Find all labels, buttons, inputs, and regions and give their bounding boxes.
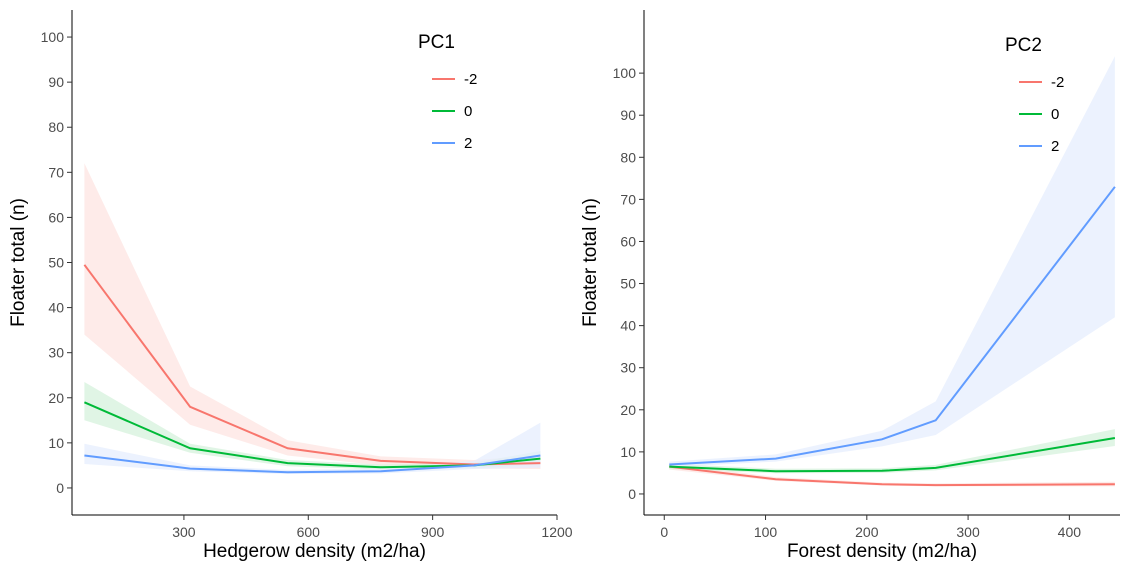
y-tick-label: 0 bbox=[628, 486, 636, 502]
x-tick-label: 200 bbox=[855, 524, 879, 540]
legend-label-3: 2 bbox=[464, 135, 472, 152]
y-tick-label: 30 bbox=[48, 345, 64, 361]
y-tick-label: 100 bbox=[613, 65, 637, 81]
series-line-2 bbox=[669, 437, 1116, 473]
y-tick-label: 70 bbox=[48, 164, 64, 180]
legend-label-3: 2 bbox=[1051, 138, 1059, 155]
y-tick-label: 60 bbox=[620, 233, 636, 249]
confidence-band-1 bbox=[84, 163, 541, 470]
y-tick-label: 100 bbox=[41, 29, 65, 45]
y-tick-label: 40 bbox=[620, 318, 636, 334]
y-tick-label: 10 bbox=[48, 435, 64, 451]
y-tick-label: 90 bbox=[620, 107, 636, 123]
y-tick-label: 30 bbox=[620, 360, 636, 376]
x-tick-label: 900 bbox=[421, 524, 445, 540]
confidence-band-3 bbox=[669, 56, 1115, 468]
x-axis-title: Forest density (m2/ha) bbox=[787, 541, 977, 562]
x-axis-title: Hedgerow density (m2/ha) bbox=[203, 541, 426, 562]
y-tick-label: 0 bbox=[56, 480, 64, 496]
x-tick-label: 400 bbox=[1058, 524, 1082, 540]
series-line-3 bbox=[84, 454, 541, 474]
x-tick-label: 0 bbox=[660, 524, 668, 540]
y-tick-label: 50 bbox=[48, 255, 64, 271]
x-tick-label: 1200 bbox=[541, 524, 572, 540]
legend-label-2: 0 bbox=[464, 103, 472, 120]
y-tick-label: 20 bbox=[620, 402, 636, 418]
plot-area bbox=[72, 10, 557, 515]
y-tick-label: 70 bbox=[620, 191, 636, 207]
y-tick-label: 60 bbox=[48, 209, 64, 225]
confidence-band-2 bbox=[84, 382, 541, 470]
x-tick-label: 100 bbox=[754, 524, 778, 540]
x-tick-label: 300 bbox=[172, 524, 196, 540]
y-tick-label: 40 bbox=[48, 300, 64, 316]
y-axis-title: Floater total (n) bbox=[580, 198, 601, 327]
y-tick-label: 10 bbox=[620, 444, 636, 460]
y-tick-label: 80 bbox=[48, 119, 64, 135]
series-line-3 bbox=[669, 186, 1116, 466]
legend-title: PC1 bbox=[418, 32, 455, 53]
y-tick-label: 90 bbox=[48, 74, 64, 90]
y-tick-label: 80 bbox=[620, 149, 636, 165]
x-tick-label: 300 bbox=[956, 524, 980, 540]
confidence-band-1 bbox=[669, 463, 1115, 487]
legend-label-2: 0 bbox=[1051, 106, 1059, 123]
x-tick-label: 600 bbox=[297, 524, 321, 540]
y-tick-label: 20 bbox=[48, 390, 64, 406]
legend-title: PC2 bbox=[1005, 35, 1042, 56]
series-line-1 bbox=[669, 465, 1115, 487]
y-tick-label: 50 bbox=[620, 276, 636, 292]
y-axis-title: Floater total (n) bbox=[8, 198, 29, 327]
legend-label-1: -2 bbox=[1051, 74, 1064, 91]
legend-label-1: -2 bbox=[464, 71, 477, 88]
